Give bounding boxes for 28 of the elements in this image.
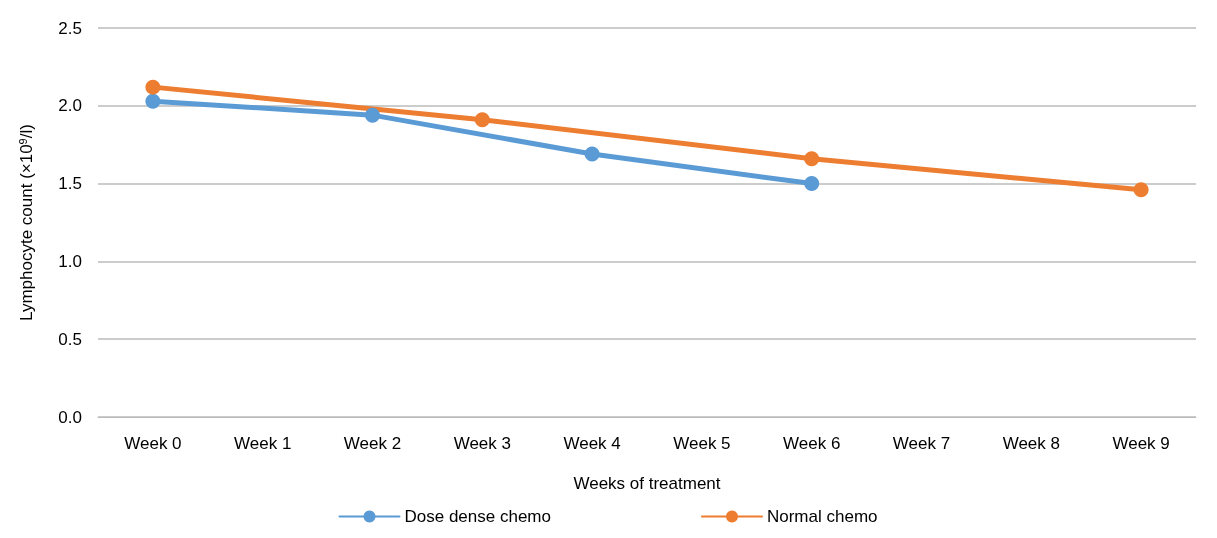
y-tick-label: 1.5 xyxy=(58,174,82,194)
y-tick-label: 2.0 xyxy=(58,96,82,116)
point xyxy=(365,107,380,123)
x-tick-label: Week 5 xyxy=(673,434,731,453)
point xyxy=(474,112,490,128)
x-tick-label: Week 1 xyxy=(234,434,292,453)
x-tick-label: Week 0 xyxy=(124,434,182,453)
legend-label: Normal chemo xyxy=(766,507,878,526)
point xyxy=(145,79,161,95)
y-tick-label: 0.5 xyxy=(58,329,82,349)
x-tick-label: Week 9 xyxy=(1112,434,1170,453)
x-tick-label: Week 8 xyxy=(1002,434,1060,453)
x-axis-title: Weeks of treatment xyxy=(573,474,721,493)
x-tick-label: Week 4 xyxy=(563,434,621,453)
legend-label: Dose dense chemo xyxy=(404,507,551,526)
point xyxy=(145,93,161,109)
point xyxy=(584,146,600,162)
y-tick-label: 2.5 xyxy=(58,18,82,38)
x-tick-label: Week 3 xyxy=(453,434,511,453)
x-tick-label: Week 7 xyxy=(892,434,951,453)
y-tick-label: 0.0 xyxy=(58,407,82,427)
point xyxy=(804,176,820,192)
point xyxy=(804,151,820,167)
x-tick-label: Week 2 xyxy=(343,434,402,453)
y-axis-title: Lymphocyte count (×109/l) xyxy=(16,124,36,321)
y-tick-label: 1.0 xyxy=(58,251,82,271)
x-tick-label: Week 6 xyxy=(783,434,841,453)
point xyxy=(1133,182,1149,198)
